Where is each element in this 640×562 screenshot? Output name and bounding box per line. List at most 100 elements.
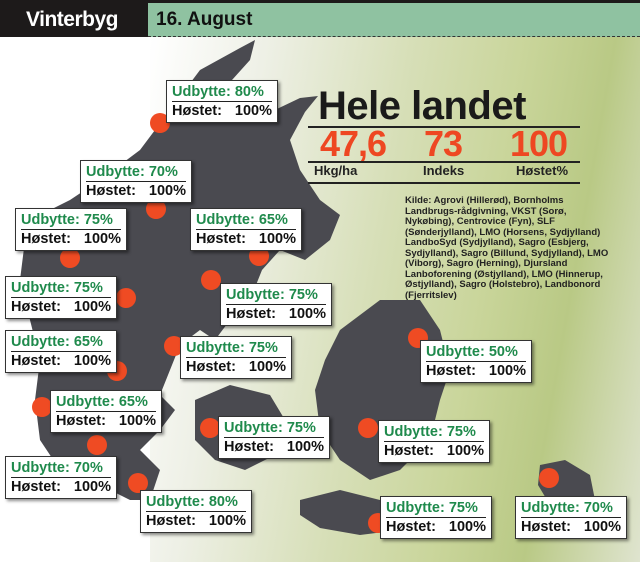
divider — [308, 161, 580, 163]
region-harvested-row: Høstet: 100% — [196, 230, 296, 249]
source-note: Kilde: Agrovi (Hillerød), Bornholms Land… — [405, 195, 615, 301]
region-harvested-row: Høstet: 100% — [226, 305, 326, 324]
region-harvested: 100% — [73, 353, 111, 369]
region-yield: Udbytte: 70% — [86, 163, 186, 182]
source-label: Kilde: — [405, 195, 432, 206]
region-marker — [128, 473, 148, 493]
region-yield: Udbytte: 80% — [172, 83, 272, 102]
region-harvested-row: Høstet: 100% — [521, 518, 621, 537]
region-harvested-label: Høstet: — [224, 439, 274, 455]
region-harvested-row: Høstet: 100% — [146, 512, 246, 531]
region-label: Udbytte: 75% Høstet: 100% — [15, 208, 127, 251]
region-marker — [358, 418, 378, 438]
region-yield: Udbytte: 65% — [196, 211, 296, 230]
region-label: Udbytte: 65% Høstet: 100% — [50, 390, 162, 433]
region-harvested: 100% — [234, 103, 272, 119]
region-label: Udbytte: 50% Høstet: 100% — [420, 340, 532, 383]
region-harvested: 100% — [148, 183, 186, 199]
region-label: Udbytte: 75% Høstet: 100% — [380, 496, 492, 539]
region-harvested: 100% — [288, 306, 326, 322]
region-yield: Udbytte: 80% — [146, 493, 246, 512]
region-harvested-label: Høstet: — [196, 231, 246, 247]
region-harvested: 100% — [448, 519, 486, 535]
category-header: Vinterbyg — [0, 0, 148, 37]
region-harvested-label: Høstet: — [172, 103, 222, 119]
region-yield: Udbytte: 50% — [426, 343, 526, 362]
region-harvested-label: Høstet: — [186, 359, 236, 375]
region-harvested: 100% — [73, 479, 111, 495]
region-label: Udbytte: 70% Høstet: 100% — [515, 496, 627, 539]
region-yield: Udbytte: 75% — [21, 211, 121, 230]
national-index-value: 73 — [424, 123, 463, 164]
date-header: 16. August — [148, 0, 640, 37]
national-yield-value: 47,6 — [320, 123, 387, 164]
region-harvested: 100% — [73, 299, 111, 315]
region-label: Udbytte: 75% Høstet: 100% — [5, 276, 117, 319]
region-harvested: 100% — [488, 363, 526, 379]
region-marker — [60, 248, 80, 268]
region-label: Udbytte: 70% Høstet: 100% — [80, 160, 192, 203]
region-harvested-label: Høstet: — [11, 299, 61, 315]
divider — [308, 126, 580, 128]
region-harvested-label: Høstet: — [146, 513, 196, 529]
region-label: Udbytte: 65% Høstet: 100% — [190, 208, 302, 251]
region-marker — [116, 288, 136, 308]
region-yield: Udbytte: 75% — [186, 339, 286, 358]
region-harvested-label: Høstet: — [521, 519, 571, 535]
region-label: Udbytte: 75% Høstet: 100% — [180, 336, 292, 379]
region-harvested-label: Høstet: — [21, 231, 71, 247]
national-harvested-label: Høstet% — [516, 163, 569, 178]
region-yield: Udbytte: 65% — [11, 333, 111, 352]
national-yield-unit: Hkg/ha — [314, 163, 358, 178]
region-marker — [150, 113, 170, 133]
region-harvested-row: Høstet: 100% — [21, 230, 121, 249]
region-harvested: 100% — [258, 231, 296, 247]
region-yield: Udbytte: 70% — [11, 459, 111, 478]
region-harvested-row: Høstet: 100% — [172, 102, 272, 121]
region-harvested-row: Høstet: 100% — [186, 358, 286, 377]
national-index-label: Indeks — [423, 163, 465, 178]
region-yield: Udbytte: 70% — [521, 499, 621, 518]
region-label: Udbytte: 70% Høstet: 100% — [5, 456, 117, 499]
divider — [308, 182, 580, 184]
region-marker — [201, 270, 221, 290]
region-harvested-row: Høstet: 100% — [386, 518, 486, 537]
region-harvested-row: Høstet: 100% — [56, 412, 156, 431]
source-text: Agrovi (Hillerød), Bornholms Landbrugs-r… — [405, 195, 609, 301]
region-harvested: 100% — [446, 443, 484, 459]
region-marker — [146, 199, 166, 219]
region-marker — [539, 468, 559, 488]
region-harvested-label: Høstet: — [86, 183, 136, 199]
region-marker — [87, 435, 107, 455]
region-harvested-row: Høstet: 100% — [86, 182, 186, 201]
region-label: Udbytte: 75% Høstet: 100% — [378, 420, 490, 463]
region-yield: Udbytte: 75% — [386, 499, 486, 518]
region-yield: Udbytte: 75% — [384, 423, 484, 442]
national-title: Hele landet — [318, 84, 526, 128]
region-harvested-label: Høstet: — [11, 479, 61, 495]
region-harvested-label: Høstet: — [226, 306, 276, 322]
region-harvested-row: Høstet: 100% — [426, 362, 526, 381]
region-harvested-row: Høstet: 100% — [11, 298, 111, 317]
region-harvested: 100% — [583, 519, 621, 535]
region-harvested-label: Høstet: — [56, 413, 106, 429]
region-yield: Udbytte: 75% — [226, 286, 326, 305]
region-marker — [200, 418, 220, 438]
region-label: Udbytte: 75% Høstet: 100% — [218, 416, 330, 459]
region-label: Udbytte: 80% Høstet: 100% — [166, 80, 278, 123]
region-harvested: 100% — [248, 359, 286, 375]
region-harvested: 100% — [286, 439, 324, 455]
region-harvested-label: Høstet: — [384, 443, 434, 459]
region-harvested: 100% — [118, 413, 156, 429]
jutland-shape — [20, 40, 340, 500]
region-marker — [249, 246, 269, 266]
region-harvested-label: Høstet: — [386, 519, 436, 535]
region-yield: Udbytte: 75% — [224, 419, 324, 438]
region-harvested-row: Høstet: 100% — [384, 442, 484, 461]
region-harvested-row: Høstet: 100% — [11, 352, 111, 371]
region-yield: Udbytte: 75% — [11, 279, 111, 298]
region-harvested-row: Høstet: 100% — [224, 438, 324, 457]
region-marker — [32, 397, 52, 417]
region-yield: Udbytte: 65% — [56, 393, 156, 412]
